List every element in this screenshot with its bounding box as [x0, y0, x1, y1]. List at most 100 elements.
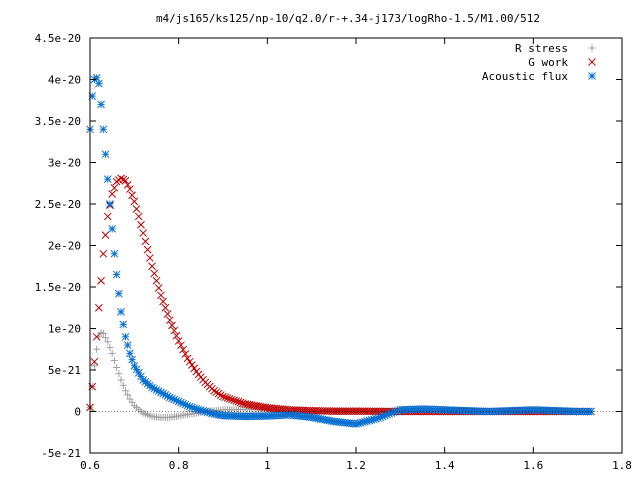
- data-point: [134, 212, 143, 221]
- legend-marker: [588, 72, 596, 80]
- data-point: [134, 369, 143, 377]
- data-point: [212, 388, 221, 397]
- data-point: [97, 276, 105, 285]
- data-point: [185, 357, 194, 366]
- data-point: [221, 393, 230, 402]
- data-point: [108, 349, 116, 357]
- y-tick-label: 2e-20: [48, 240, 81, 253]
- data-point: [232, 397, 241, 405]
- series-1: [86, 174, 595, 416]
- data-point: [97, 100, 105, 109]
- data-point: [239, 399, 247, 408]
- data-point: [126, 185, 134, 193]
- data-point: [115, 370, 123, 378]
- y-tick-label: 0: [74, 406, 81, 419]
- data-point: [92, 332, 101, 341]
- data-point: [179, 345, 187, 354]
- data-point: [95, 303, 103, 312]
- x-tick-label: 1.8: [612, 459, 632, 472]
- legend-label: R stress: [515, 42, 568, 55]
- data-point: [106, 344, 114, 352]
- data-point: [177, 341, 185, 350]
- series-2: [86, 73, 595, 428]
- x-tick-label: 1: [264, 459, 271, 472]
- data-point: [108, 190, 117, 198]
- data-point: [210, 386, 218, 395]
- data-point: [188, 361, 196, 369]
- y-tick-label: 3e-20: [48, 157, 81, 170]
- data-point: [132, 365, 141, 374]
- data-point: [214, 389, 223, 398]
- data-point: [101, 150, 110, 159]
- data-point: [114, 289, 123, 298]
- data-point: [137, 220, 145, 229]
- data-point: [234, 397, 243, 406]
- x-tick-label: 1.4: [435, 459, 455, 472]
- data-point: [168, 321, 176, 330]
- data-point: [143, 245, 152, 254]
- data-point: [228, 395, 236, 404]
- data-point: [161, 303, 170, 312]
- data-point: [108, 225, 117, 233]
- data-point: [148, 262, 156, 271]
- data-point: [110, 249, 119, 258]
- data-point: [110, 183, 119, 192]
- data-point: [139, 229, 148, 237]
- legend-marker: [588, 44, 596, 52]
- legend-marker: [588, 58, 596, 66]
- data-point: [90, 357, 99, 366]
- y-tick-label: 1.5e-20: [35, 281, 81, 294]
- data-point: [128, 355, 136, 364]
- x-tick-label: 0.6: [80, 459, 100, 472]
- data-point: [159, 297, 168, 306]
- data-point: [104, 338, 112, 346]
- data-point: [128, 191, 136, 200]
- data-point: [126, 349, 134, 358]
- data-point: [132, 205, 141, 213]
- data-point: [163, 310, 172, 318]
- x-tick-label: 1.2: [346, 459, 366, 472]
- data-point: [150, 269, 159, 278]
- data-point: [154, 284, 163, 292]
- data-point: [119, 320, 128, 329]
- legend-label: G work: [528, 56, 568, 69]
- data-point: [124, 391, 132, 399]
- y-tick-label: 4.5e-20: [35, 32, 81, 45]
- data-point: [130, 197, 139, 206]
- data-point: [190, 364, 199, 373]
- data-point: [223, 394, 232, 402]
- data-point: [93, 345, 101, 353]
- data-point: [123, 181, 132, 189]
- y-tick-label: 3.5e-20: [35, 115, 81, 128]
- data-point: [181, 350, 190, 358]
- data-point: [121, 332, 130, 341]
- y-tick-label: -5e-21: [41, 447, 81, 460]
- data-point: [121, 387, 129, 395]
- data-point: [99, 125, 108, 134]
- axes: -5e-21 0 5e-21 1e-20 1.5e-20 2e-20 2.5e-20 3e-2…: [35, 32, 632, 472]
- data-point: [99, 329, 107, 337]
- data-point: [174, 337, 183, 345]
- data-point: [106, 200, 114, 208]
- data-point: [123, 341, 132, 349]
- y-tick-label: 2.5e-20: [35, 198, 81, 211]
- x-tick-label: 1.6: [523, 459, 543, 472]
- data-point: [172, 331, 181, 340]
- data-point: [225, 394, 234, 403]
- data-point: [101, 231, 110, 239]
- legend-label: Acoustic flux: [482, 70, 568, 83]
- data-point: [170, 326, 179, 335]
- data-point: [103, 175, 112, 183]
- data-point: [117, 376, 125, 384]
- data-point: [157, 291, 165, 300]
- data-point: [102, 334, 110, 342]
- data-point: [230, 396, 238, 405]
- data-point: [141, 237, 150, 246]
- y-tick-label: 4e-20: [48, 74, 81, 87]
- data-point: [110, 356, 118, 364]
- data-point: [112, 270, 121, 279]
- data-point: [165, 316, 174, 325]
